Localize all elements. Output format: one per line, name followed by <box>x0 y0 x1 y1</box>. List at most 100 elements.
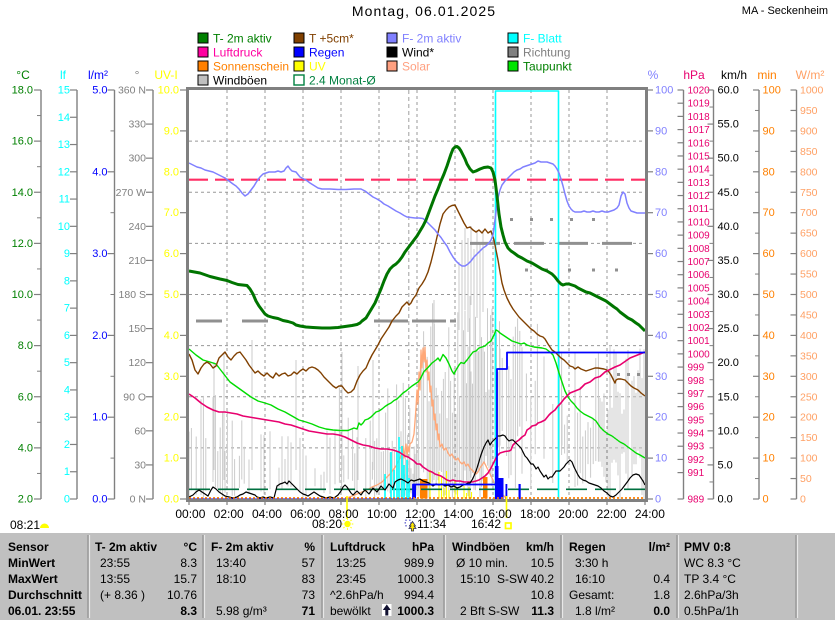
svg-text:°C: °C <box>16 68 30 82</box>
svg-text:23:55: 23:55 <box>100 556 130 570</box>
svg-text:15: 15 <box>58 85 70 97</box>
svg-text:5: 5 <box>64 357 70 369</box>
svg-text:50: 50 <box>763 289 775 301</box>
svg-text:60: 60 <box>655 248 667 260</box>
svg-text:4.0: 4.0 <box>18 442 33 454</box>
svg-text:km/h: km/h <box>526 540 554 554</box>
svg-text:900: 900 <box>800 125 818 137</box>
svg-text:550: 550 <box>800 269 818 281</box>
svg-text:1000.3: 1000.3 <box>397 572 434 586</box>
svg-text:0.0: 0.0 <box>92 494 107 506</box>
svg-text:Luftdruck: Luftdruck <box>213 46 263 60</box>
svg-text:0.5hPa/1h: 0.5hPa/1h <box>684 604 739 618</box>
svg-text:1000: 1000 <box>688 349 711 360</box>
svg-text:16:42: 16:42 <box>471 517 501 531</box>
svg-text:10: 10 <box>763 453 775 465</box>
svg-text:km/h: km/h <box>721 68 747 82</box>
svg-text:10.0: 10.0 <box>158 85 179 97</box>
svg-text:90: 90 <box>763 125 775 137</box>
svg-text:8.0: 8.0 <box>18 340 33 352</box>
svg-text:210: 210 <box>128 255 146 267</box>
svg-text:11.3: 11.3 <box>531 604 554 618</box>
svg-text:100: 100 <box>763 85 781 97</box>
svg-text:16.0: 16.0 <box>12 136 33 148</box>
svg-text:S-SW: S-SW <box>497 572 529 586</box>
svg-text:(+ 8.36 ): (+ 8.36 ) <box>100 588 145 602</box>
svg-text:330: 330 <box>128 119 146 131</box>
svg-text:10:00: 10:00 <box>367 507 397 521</box>
svg-text:14.0: 14.0 <box>12 187 33 199</box>
svg-text:650: 650 <box>800 228 818 240</box>
svg-text:50: 50 <box>655 289 667 301</box>
svg-text:°: ° <box>135 68 140 82</box>
svg-text:Windböen: Windböen <box>452 540 510 554</box>
svg-text:6.0: 6.0 <box>164 248 179 260</box>
svg-text:350: 350 <box>800 350 818 362</box>
svg-text:1013: 1013 <box>688 178 711 189</box>
svg-text:13:25: 13:25 <box>336 556 366 570</box>
svg-text:450: 450 <box>800 309 818 321</box>
svg-text:100: 100 <box>800 453 818 465</box>
svg-text:40.0: 40.0 <box>718 221 739 233</box>
svg-text:1000: 1000 <box>800 85 824 97</box>
svg-text:57: 57 <box>302 556 316 570</box>
svg-text:T +5cm*: T +5cm* <box>309 32 354 46</box>
svg-text:73: 73 <box>302 588 316 602</box>
svg-text:30: 30 <box>134 459 146 471</box>
svg-text:Sensor: Sensor <box>8 540 49 554</box>
svg-text:80: 80 <box>763 166 775 178</box>
svg-text:04:00: 04:00 <box>252 507 282 521</box>
svg-text:3.0: 3.0 <box>92 248 107 260</box>
svg-text:7.0: 7.0 <box>164 207 179 219</box>
svg-text:60.0: 60.0 <box>718 85 739 97</box>
svg-text:22:00: 22:00 <box>597 507 627 521</box>
svg-text:T- 2m aktiv: T- 2m aktiv <box>213 32 272 46</box>
svg-text:5.0: 5.0 <box>92 85 107 97</box>
svg-text:240: 240 <box>128 221 146 233</box>
svg-text:2: 2 <box>64 439 70 451</box>
svg-text:l/m²: l/m² <box>649 540 670 554</box>
svg-text:2.0: 2.0 <box>18 494 33 506</box>
svg-text:Sonnenschein: Sonnenschein <box>213 60 289 74</box>
svg-text:30.0: 30.0 <box>718 289 739 301</box>
svg-text:45.0: 45.0 <box>718 187 739 199</box>
svg-text:°C: °C <box>184 540 198 554</box>
svg-text:950: 950 <box>800 105 818 117</box>
svg-text:1009: 1009 <box>688 231 711 242</box>
svg-text:Richtung: Richtung <box>523 46 570 60</box>
svg-text:50: 50 <box>800 473 812 485</box>
svg-text:24:00: 24:00 <box>635 507 665 521</box>
svg-text:100: 100 <box>655 85 673 97</box>
svg-text:1016: 1016 <box>688 138 711 149</box>
svg-text:83: 83 <box>302 572 316 586</box>
svg-text:0.4: 0.4 <box>653 572 670 586</box>
svg-text:F- 2m aktiv: F- 2m aktiv <box>211 540 274 554</box>
svg-text:0: 0 <box>64 494 70 506</box>
svg-text:1003: 1003 <box>688 310 711 321</box>
svg-text:2.4 Monat-Ø: 2.4 Monat-Ø <box>309 74 376 88</box>
svg-text:MA - Seckenheim: MA - Seckenheim <box>742 5 828 17</box>
svg-text:71: 71 <box>302 604 316 618</box>
svg-text:08:21: 08:21 <box>10 518 40 532</box>
svg-text:1007: 1007 <box>688 257 711 268</box>
svg-text:20:00: 20:00 <box>558 507 588 521</box>
svg-text:0.0: 0.0 <box>164 494 179 506</box>
svg-text:15:10: 15:10 <box>460 572 490 586</box>
svg-text:0.0: 0.0 <box>718 494 733 506</box>
svg-text:1.0: 1.0 <box>92 412 107 424</box>
svg-text:1010: 1010 <box>688 217 711 228</box>
svg-text:5.0: 5.0 <box>718 459 733 471</box>
svg-text:18.0: 18.0 <box>12 85 33 97</box>
svg-text:1017: 1017 <box>688 125 711 136</box>
svg-text:14:00: 14:00 <box>443 507 473 521</box>
svg-text:6.0: 6.0 <box>18 391 33 403</box>
svg-text:9: 9 <box>64 248 70 260</box>
svg-text:l/m²: l/m² <box>88 68 108 82</box>
svg-text:3:30 h: 3:30 h <box>575 556 608 570</box>
svg-text:15.0: 15.0 <box>718 391 739 403</box>
svg-text:150: 150 <box>128 323 146 335</box>
svg-text:1.8 l/m²: 1.8 l/m² <box>575 604 615 618</box>
svg-text:70: 70 <box>763 207 775 219</box>
svg-text:0: 0 <box>763 494 769 506</box>
svg-text:1015: 1015 <box>688 151 711 162</box>
